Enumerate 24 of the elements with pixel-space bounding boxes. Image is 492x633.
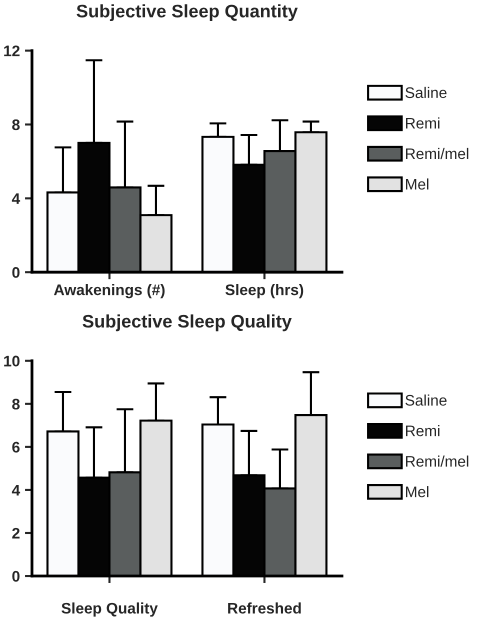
legend-label: Mel: [406, 486, 428, 498]
x-tick-label: Sleep Quality: [62, 602, 158, 617]
y-tick-label: 2: [12, 528, 20, 539]
x-tick-label: Sleep (hrs): [225, 284, 304, 298]
y-tick-label: 10: [4, 356, 20, 366]
legend-label: Saline: [405, 86, 447, 98]
chart-title: Subjective Sleep Quantity: [76, 4, 298, 22]
legend-label: Remi: [406, 117, 440, 129]
legend-label: Remi/mel: [406, 148, 468, 160]
chart-title: Subjective Sleep Quality: [82, 314, 292, 332]
legend-label: Remi/mel: [406, 456, 468, 467]
y-tick-label: 4: [12, 484, 20, 496]
y-tick-label: 0: [12, 267, 20, 278]
legend-label: Mel: [406, 178, 428, 190]
y-tick-label: 0: [12, 570, 20, 582]
x-tick-label: Awakenings (#): [54, 284, 165, 298]
y-tick-label: 8: [12, 119, 20, 130]
y-tick-label: 4: [12, 193, 20, 204]
y-tick-label: 12: [4, 46, 20, 56]
x-tick-label: Refreshed: [228, 602, 301, 614]
legend-label: Remi: [406, 425, 440, 436]
y-tick-label: 6: [12, 442, 20, 453]
legend-label: Saline: [405, 394, 447, 406]
y-tick-label: 8: [12, 398, 20, 410]
